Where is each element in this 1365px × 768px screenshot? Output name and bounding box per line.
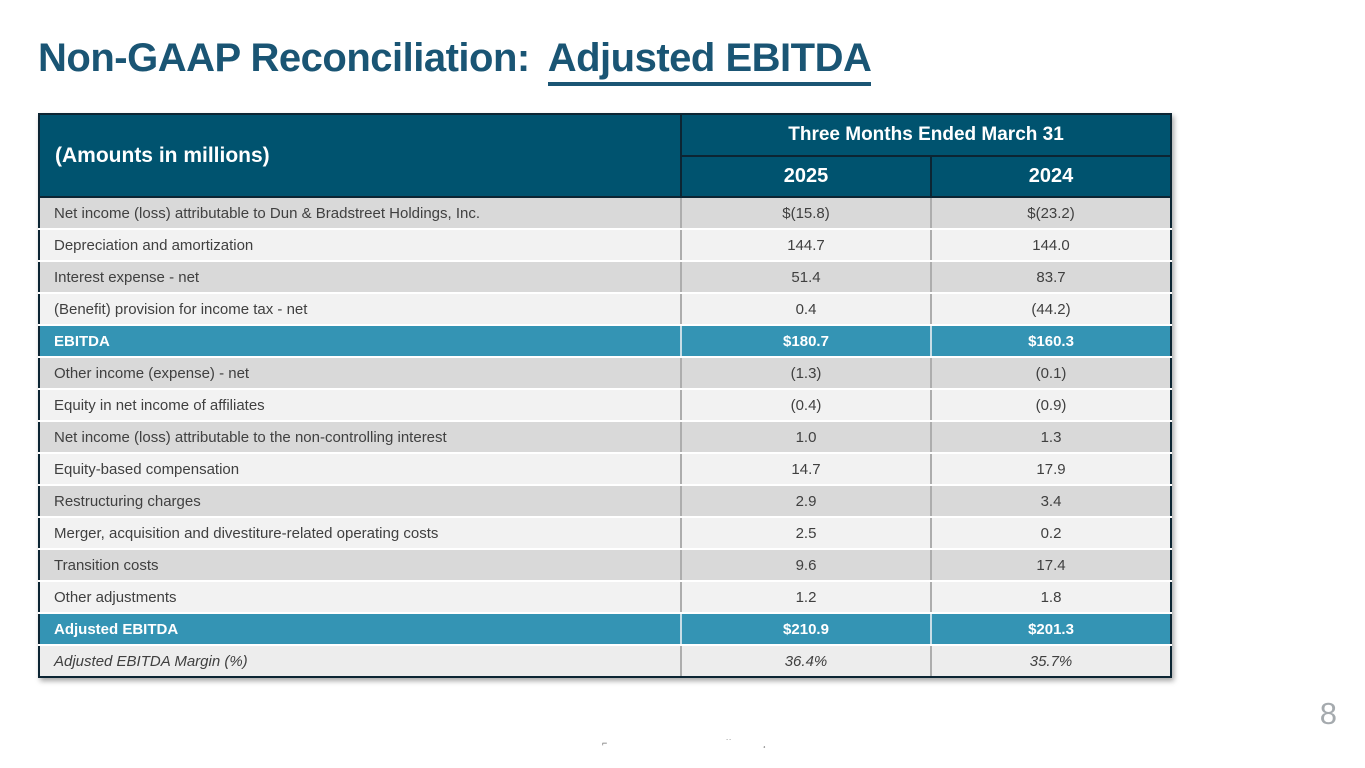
row-label: Merger, acquisition and divestiture-rela…: [38, 516, 681, 550]
table-row: Merger, acquisition and divestiture-rela…: [38, 516, 1173, 550]
value-2024: $160.3: [929, 324, 1173, 358]
row-label: Equity-based compensation: [38, 452, 681, 486]
table-row: Transition costs 9.6 17.4: [38, 548, 1173, 582]
table-row: Restructuring charges 2.9 3.4: [38, 484, 1173, 518]
reconciliation-table: (Amounts in millions) Three Months Ended…: [38, 113, 1173, 678]
value-2024: 83.7: [929, 260, 1173, 294]
value-2024: (0.9): [929, 388, 1173, 422]
table-row: Adjusted EBITDA Margin (%) 36.4% 35.7%: [38, 644, 1173, 678]
table-row: Equity in net income of affiliates (0.4)(…: [38, 388, 1173, 422]
table-row: Depreciation and amortization 144.7 144.0: [38, 228, 1173, 262]
row-label: Adjusted EBITDA Margin (%): [38, 644, 681, 678]
row-label: (Benefit) provision for income tax - net: [38, 292, 681, 326]
table-row: EBITDA $180.7 $160.3: [38, 324, 1173, 358]
row-label: EBITDA: [38, 324, 681, 358]
title-prefix: Non-GAAP Reconciliation:: [38, 36, 530, 80]
table-row: Other income (expense) - net (1.3) (0.1): [38, 356, 1173, 390]
year-header-2024: 2024: [929, 155, 1173, 198]
value-2024: 1.8: [929, 580, 1173, 614]
row-label: Other adjustments: [38, 580, 681, 614]
footer-fragment: ˙˙: [726, 738, 732, 748]
page-number: 8: [1319, 696, 1337, 731]
row-label: Equity in net income of affiliates: [38, 388, 681, 422]
value-2025: 144.7: [680, 228, 931, 262]
row-label: Other income (expense) - net: [38, 356, 681, 390]
value-2024: $(23.2): [929, 196, 1173, 230]
value-2025: 0.4: [680, 292, 931, 326]
table-row: Adjusted EBITDA $210.9 $201.3: [38, 612, 1173, 646]
table-row: Net income (loss) attributable to Dun & …: [38, 196, 1173, 230]
value-2025: (0.4): [680, 388, 931, 422]
table-row: Equity-based compensation 14.7 17.9: [38, 452, 1173, 486]
table-row: Interest expense - net 51.4 83.7: [38, 260, 1173, 294]
year-header-2025: 2025: [680, 155, 932, 198]
footer-fragment: ¸: [763, 738, 766, 748]
value-2025: $180.7: [680, 324, 931, 358]
value-2025: 1.2: [680, 580, 931, 614]
value-2025: $(15.8): [680, 196, 931, 230]
value-2024: 0.2: [929, 516, 1173, 550]
value-2024: 17.9: [929, 452, 1173, 486]
value-2025: 51.4: [680, 260, 931, 294]
row-label: Net income (loss) attributable to the no…: [38, 420, 681, 454]
row-label: Restructuring charges: [38, 484, 681, 518]
value-2024: $201.3: [929, 612, 1173, 646]
value-2024: (44.2): [929, 292, 1173, 326]
table-row: Other adjustments 1.2 1.8: [38, 580, 1173, 614]
page-title: Non-GAAP Reconciliation: Adjusted EBITDA: [38, 36, 872, 86]
value-2025: 2.5: [680, 516, 931, 550]
corner-header-cell: (Amounts in millions): [38, 113, 682, 198]
value-2025: 14.7: [680, 452, 931, 486]
row-label: Depreciation and amortization: [38, 228, 681, 262]
value-2025: 1.0: [680, 420, 931, 454]
table-header: (Amounts in millions) Three Months Ended…: [38, 113, 1173, 198]
row-label: Transition costs: [38, 548, 681, 582]
table-row: (Benefit) provision for income tax - net…: [38, 292, 1173, 326]
value-2024: (0.1): [929, 356, 1173, 390]
table-row: Net income (loss) attributable to the no…: [38, 420, 1173, 454]
value-2024: 144.0: [929, 228, 1173, 262]
row-label: Interest expense - net: [38, 260, 681, 294]
table-body: Net income (loss) attributable to Dun & …: [38, 196, 1173, 678]
value-2024: 3.4: [929, 484, 1173, 518]
value-2024: 35.7%: [929, 644, 1173, 678]
clipped-footer-text: ⌐ ˙˙ ¸: [0, 738, 1365, 754]
value-2024: 17.4: [929, 548, 1173, 582]
row-label: Net income (loss) attributable to Dun & …: [38, 196, 681, 230]
value-2025: 2.9: [680, 484, 931, 518]
value-2025: 9.6: [680, 548, 931, 582]
footer-fragment: ⌐: [602, 738, 608, 748]
period-header-cell: Three Months Ended March 31: [679, 113, 1173, 157]
title-emphasis-underlined: Adjusted EBITDA: [547, 36, 872, 86]
value-2025: (1.3): [680, 356, 931, 390]
value-2025: $210.9: [680, 612, 931, 646]
row-label: Adjusted EBITDA: [38, 612, 681, 646]
value-2024: 1.3: [929, 420, 1173, 454]
value-2025: 36.4%: [680, 644, 931, 678]
